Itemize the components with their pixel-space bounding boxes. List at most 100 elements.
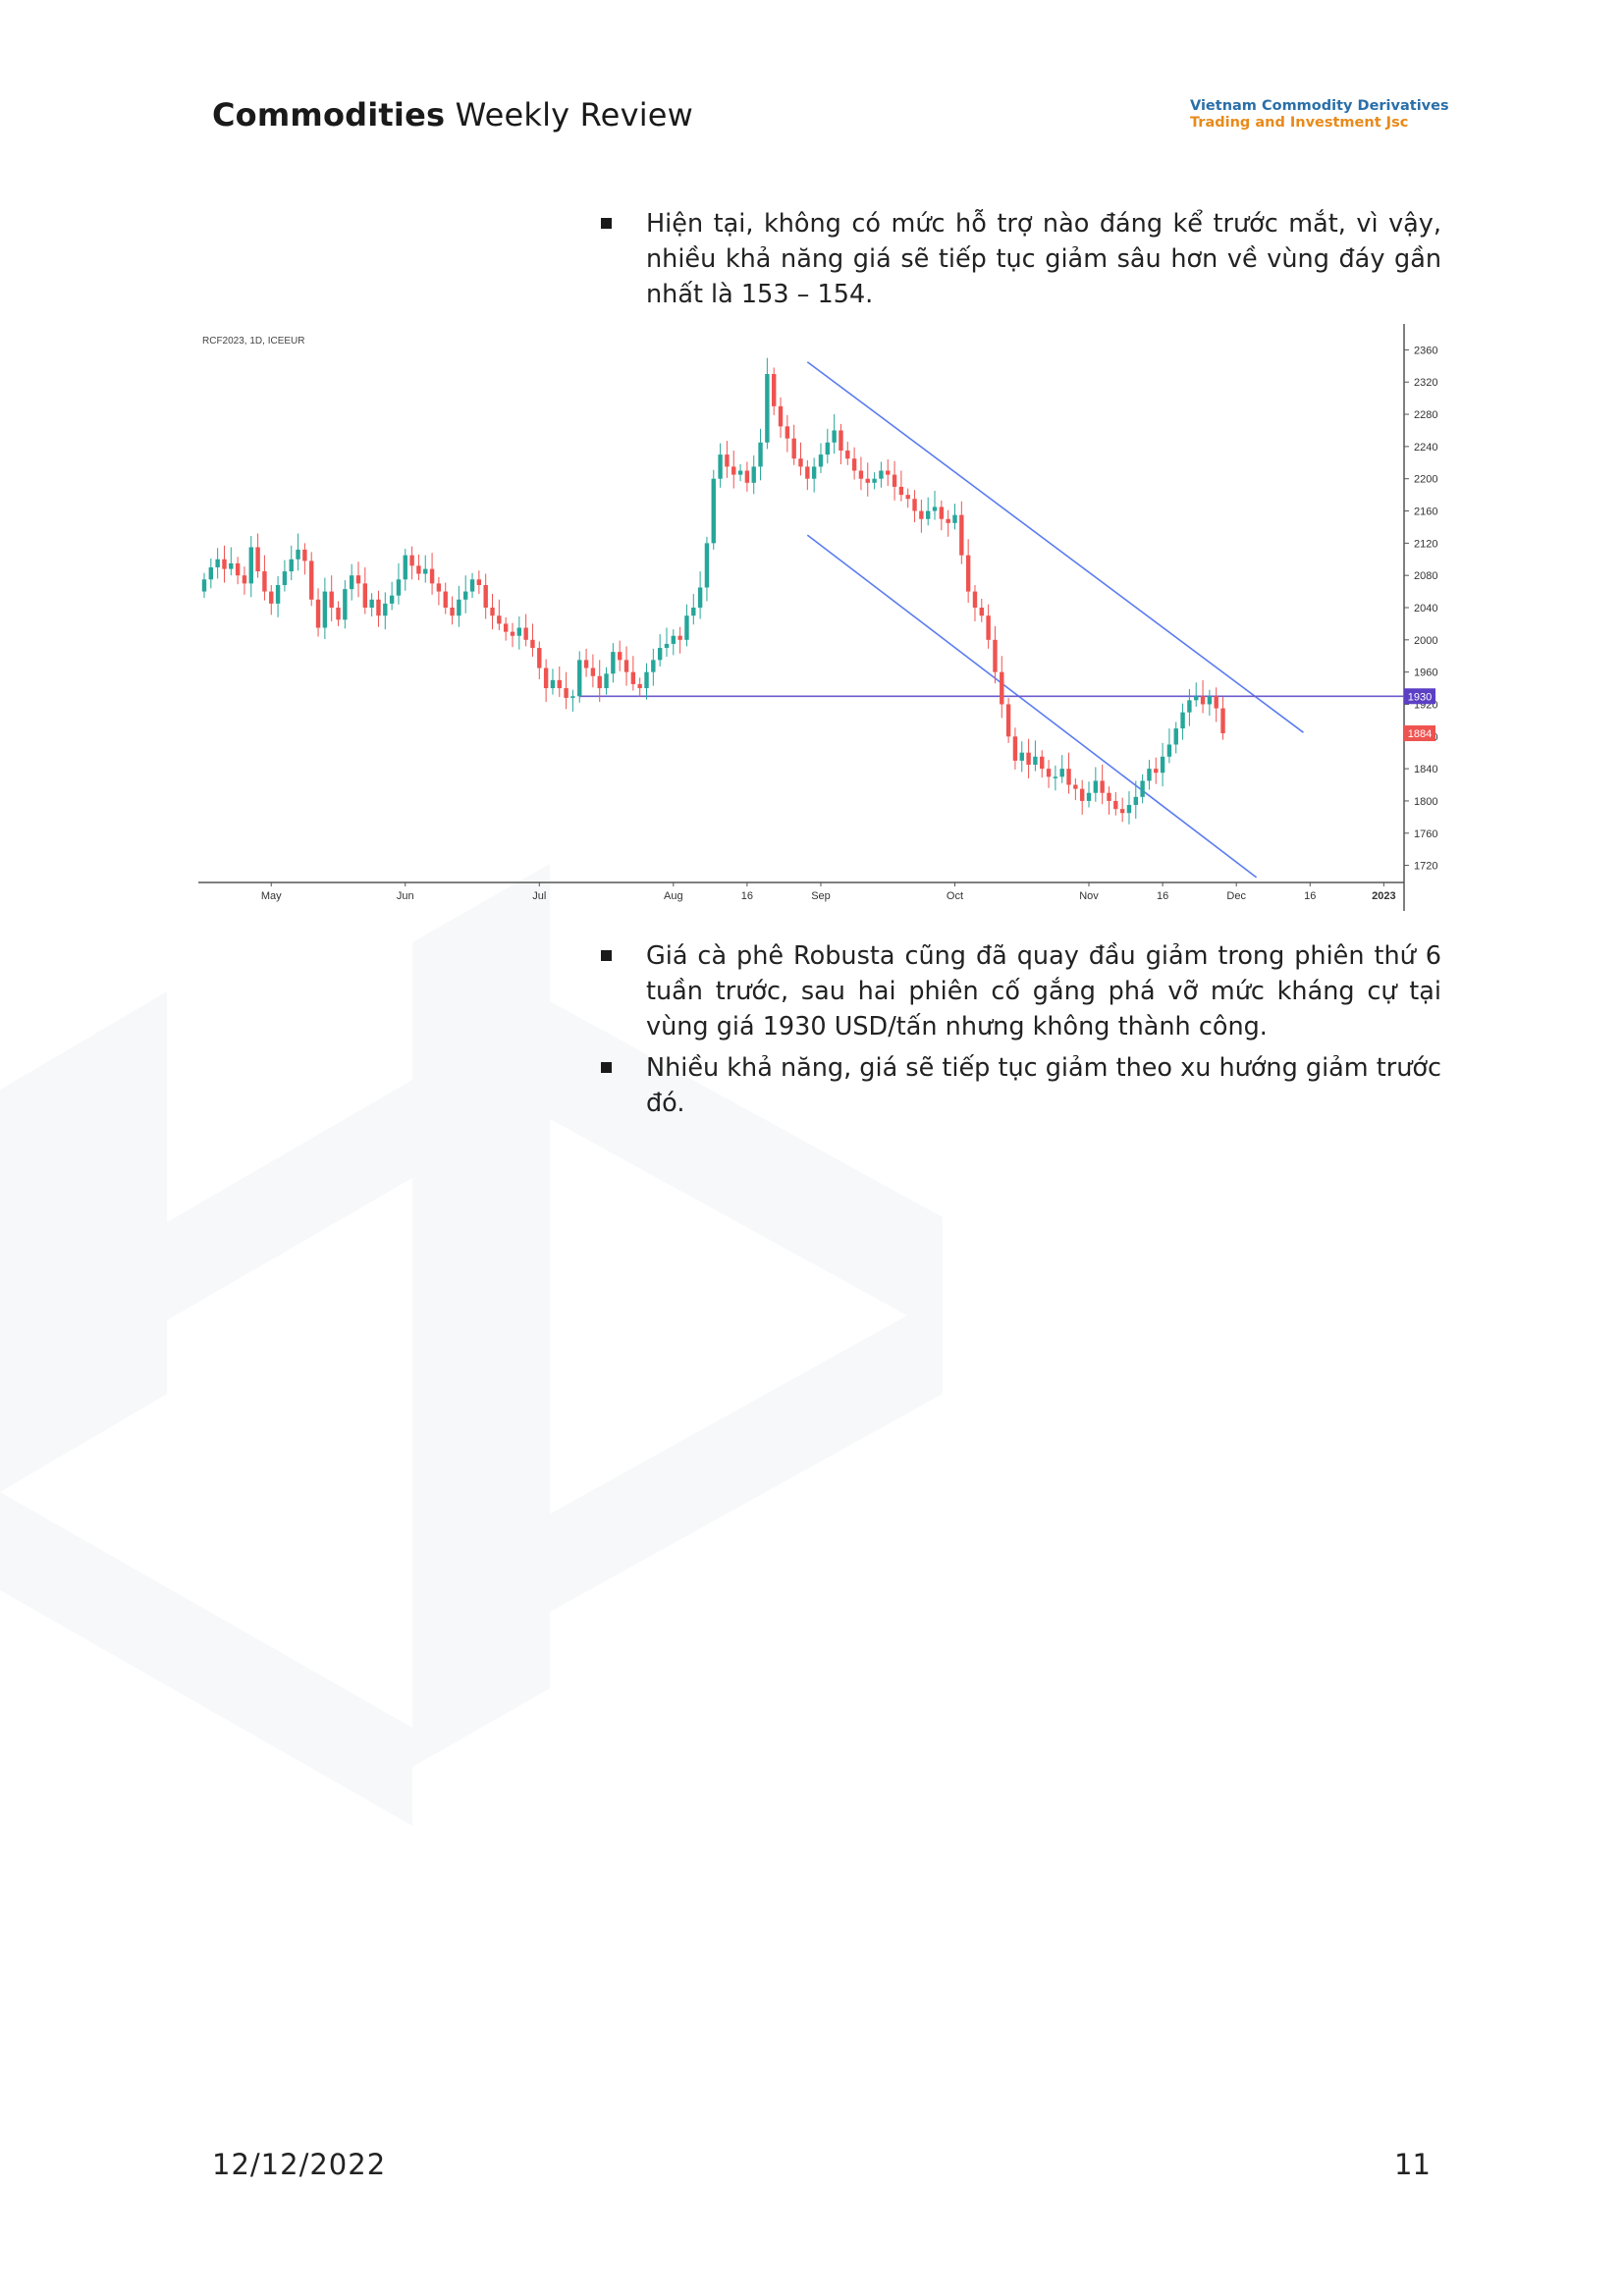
candle-body [986,615,991,640]
bullet-list-bottom: Giá cà phê Robusta cũng đã quay đầu giảm… [597,938,1441,1127]
candle-body [229,562,234,569]
candle-body [811,466,817,479]
candle-body [248,547,253,584]
y-tick-label: 1840 [1414,764,1437,775]
candle-body [623,660,629,672]
price-chart: RCF2023, 1D, ICEEUR 2360 2320 2280 2240 2200 2… [198,324,1437,911]
candle-body [1133,796,1138,806]
x-tick-label: Oct [947,890,963,902]
candle-body [309,561,314,600]
candle-body [497,615,502,624]
candle-body [1126,805,1132,814]
candle-body [302,549,307,561]
candle-body [289,559,294,572]
trend-line [806,534,1258,879]
candle-body [711,478,716,544]
bullet-item: Giá cà phê Robusta cũng đã quay đầu giảm… [597,938,1441,1044]
candle-body [343,589,348,620]
header-title-rest: Weekly Review [455,96,694,133]
candle-body [1059,769,1064,777]
candle-body [1173,728,1178,745]
candle-body [557,679,562,689]
candle-body [503,623,509,632]
candle-body [791,438,796,459]
y-tick-label: 2280 [1414,409,1437,421]
candle-body [1040,756,1045,770]
y-tick-label: 2240 [1414,442,1437,454]
candle-body [737,470,743,475]
x-tick-label: Aug [664,890,683,902]
candle-body [1160,756,1165,774]
bullet-item: Hiện tại, không có mức hỗ trợ nào đáng k… [597,206,1441,312]
logo-line-2: Trading and Investment Jsc [1190,115,1409,131]
candle-body [1187,700,1192,713]
candle-body [282,571,288,586]
candle-body [275,585,281,604]
candle-body [771,374,777,406]
bullet-item: Nhiều khả năng, giá sẽ tiếp tục giảm the… [597,1050,1441,1121]
last-price-tag [1404,725,1435,742]
company-logo: Vietnam Commodity Derivatives Trading an… [1190,98,1449,132]
footer-date: 12/12/2022 [212,2148,387,2181]
candle-body [510,631,515,636]
candle-body [376,599,381,616]
candle-body [403,555,407,580]
candle-body [959,514,964,556]
candle-body [725,454,730,467]
candle-body [208,566,214,580]
candle-body [618,652,623,661]
candle-body [765,374,770,443]
y-tick-label: 2120 [1414,538,1437,550]
candle-body [851,458,857,471]
x-tick-label: 16 [1304,890,1316,902]
candle-body [630,671,636,684]
header-title-bold: Commodities [212,96,446,133]
y-tick-label: 2320 [1414,377,1437,389]
candle-body [1220,708,1225,734]
candle-body [1046,769,1052,777]
candle-body [1194,696,1199,701]
candle-body [409,555,414,566]
candle-body [657,648,663,661]
candle-body [979,608,984,616]
y-tick-label: 2360 [1414,345,1437,356]
candle-body [865,478,870,483]
candle-body [242,575,247,584]
candle-body [1019,752,1024,761]
candle-body [383,603,388,616]
candle-body [355,575,361,584]
candle-body [952,514,957,523]
candle-body [255,547,260,572]
candle-body [879,470,884,479]
chart-title: RCF2023, 1D, ICEEUR [202,336,304,347]
candle-body [336,608,341,620]
x-tick-label: 16 [1157,890,1168,902]
candle-body [322,591,328,628]
x-tick-label: 16 [741,890,753,902]
candle-body [476,579,482,586]
candle-body [925,510,931,519]
logo-line-1: Vietnam Commodity Derivatives [1190,98,1449,114]
candle-body [671,635,677,644]
candle-body [329,591,334,608]
candle-body [296,549,300,560]
candle-body [832,430,837,443]
candle-body [805,466,810,479]
candle-body [1033,756,1038,766]
y-tick-label: 1760 [1414,828,1437,840]
candle-body [932,507,938,511]
candle-body [845,450,850,459]
bullet-text: Nhiều khả năng, giá sẽ tiếp tục giảm the… [646,1053,1441,1118]
candle-body [704,543,710,588]
candle-body [436,583,442,592]
candle-body [993,639,998,672]
candle-body [564,688,568,698]
bullet-list-top: Hiện tại, không có mức hỗ trợ nào đáng k… [597,206,1441,318]
candle-body [785,426,790,439]
candle-body [1166,744,1172,757]
candle-body [570,696,575,698]
candle-body [235,562,241,576]
candle-body [1100,780,1105,793]
candle-body [516,627,522,636]
candle-body [537,648,542,668]
